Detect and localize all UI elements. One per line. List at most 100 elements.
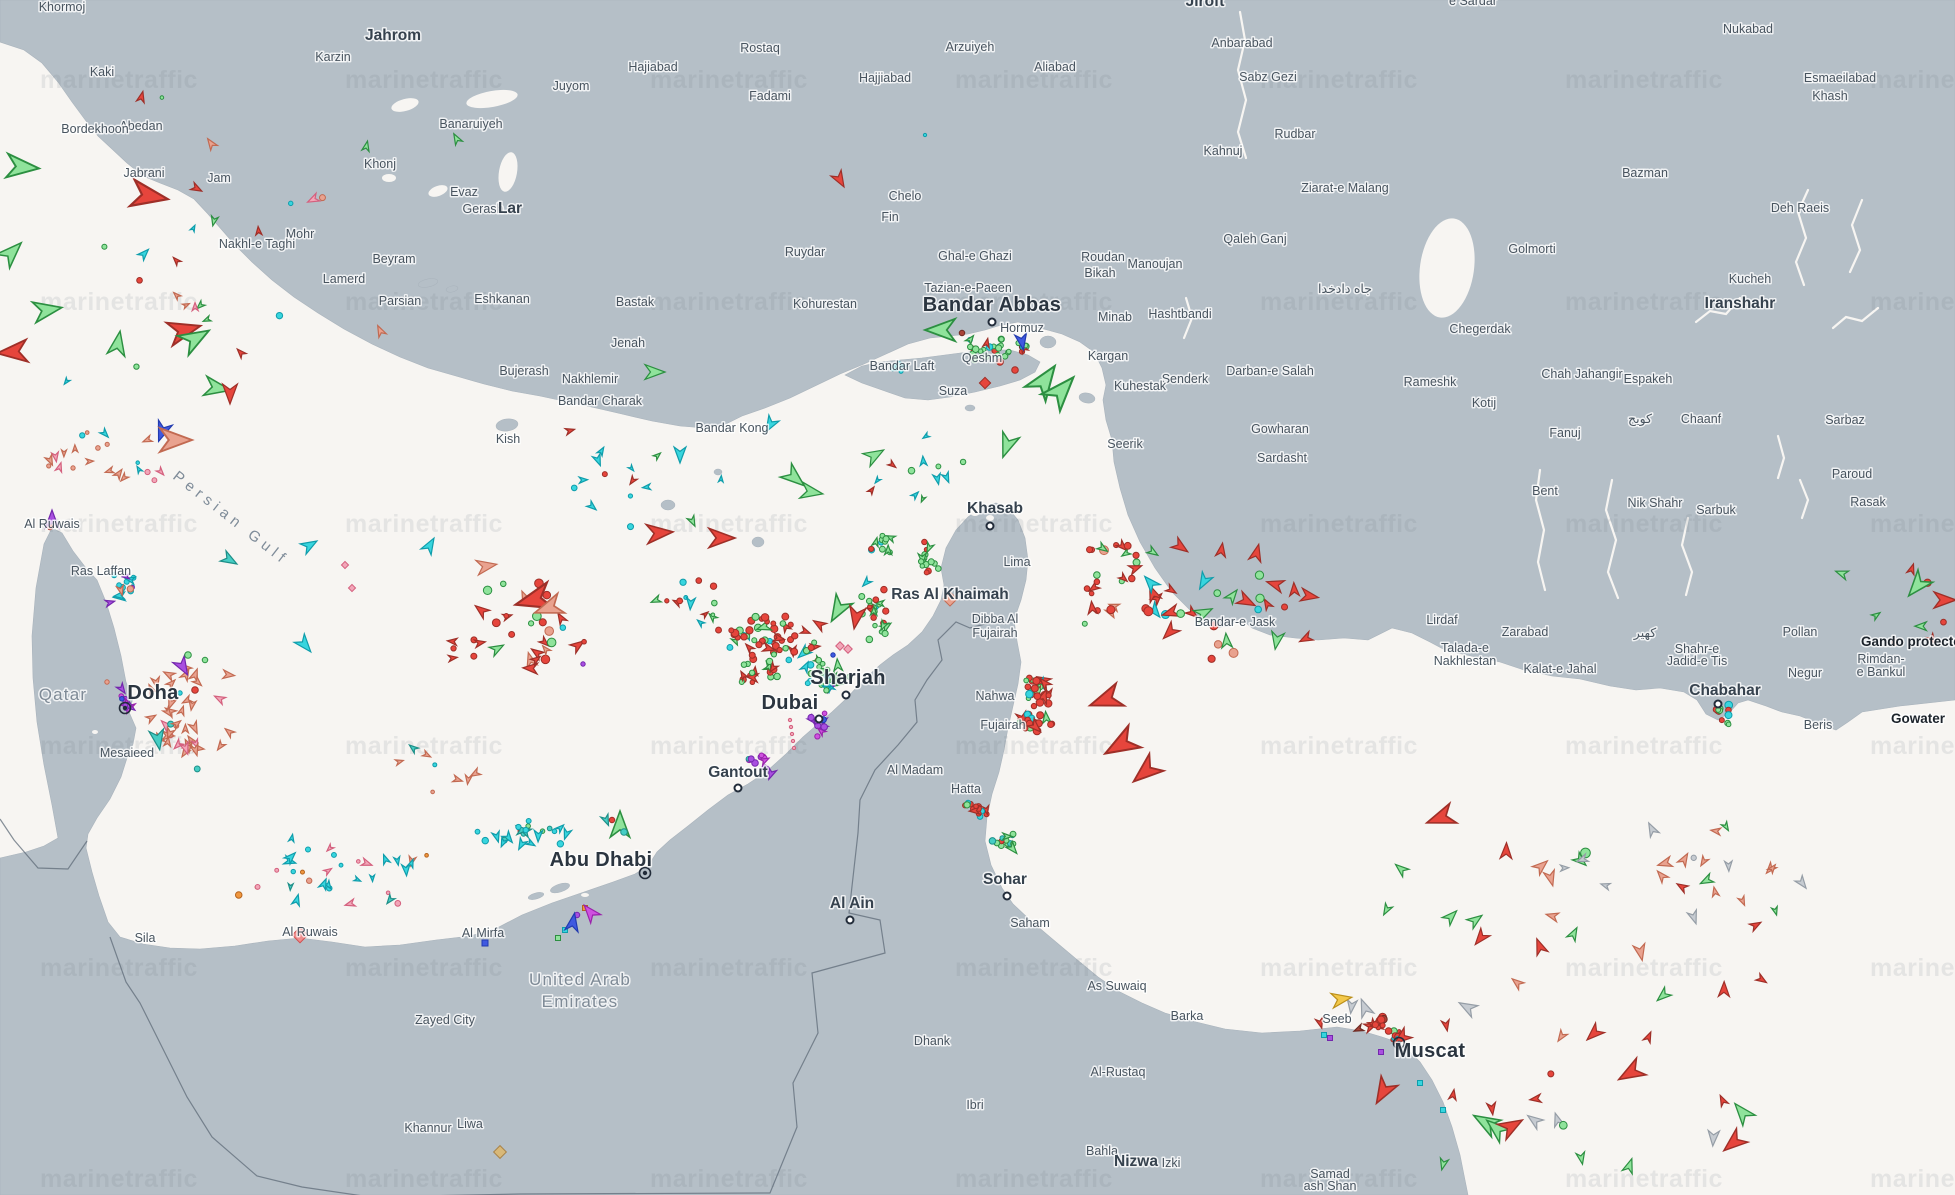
vessel-marker-pink-arrow[interactable] <box>306 191 322 206</box>
vessel-marker-gray-arrow[interactable] <box>1644 821 1662 840</box>
vessel-marker-green-circle[interactable] <box>748 669 756 676</box>
vessel-marker-red-circle[interactable] <box>503 613 510 619</box>
vessel-marker-salmon-arrow[interactable] <box>188 742 201 758</box>
vessel-marker-cyan-square[interactable] <box>1440 1107 1446 1113</box>
vessel-marker-pink-arrow[interactable] <box>343 897 358 909</box>
vessel-marker-cyan-arrow[interactable] <box>62 375 73 386</box>
vessel-marker-cyan-circle[interactable] <box>889 364 896 372</box>
vessel-marker-cyan-arrow[interactable] <box>298 536 320 557</box>
vessel-marker-green-arrow[interactable] <box>1438 1156 1451 1172</box>
vessel-marker-red-arrow[interactable] <box>472 638 488 650</box>
vessel-marker-green-arrow[interactable] <box>1120 546 1133 559</box>
vessel-marker-green-circle[interactable] <box>963 801 971 809</box>
vessel-marker-cyan-circle[interactable] <box>570 484 578 492</box>
vessel-marker-red-circle[interactable] <box>728 627 735 634</box>
vessel-marker-salmon-circle[interactable] <box>104 441 110 447</box>
vessel-marker-red-circle[interactable] <box>791 632 799 640</box>
vessel-marker-green-circle[interactable] <box>527 620 535 627</box>
vessel-marker-green-circle[interactable] <box>917 558 925 565</box>
vessel-marker-gray-circle[interactable] <box>1690 854 1697 861</box>
vessel-marker-red-arrow[interactable] <box>1099 722 1145 765</box>
vessel-marker-red-circle[interactable] <box>664 598 670 604</box>
vessel-marker-red-arrow[interactable] <box>235 347 249 361</box>
vessel-marker-red-arrow[interactable] <box>1160 602 1182 621</box>
vessel-marker-green-circle[interactable] <box>858 593 866 600</box>
vessel-marker-salmon-circle[interactable] <box>84 430 90 435</box>
vessel-marker-blue-circle[interactable] <box>119 695 125 702</box>
vessel-marker-red-circle[interactable] <box>1093 578 1101 586</box>
vessel-marker-red-arrow[interactable] <box>1439 1017 1451 1033</box>
vessel-marker-red-circle[interactable] <box>923 569 930 576</box>
vessel-marker-salmon-arrow[interactable] <box>157 426 195 454</box>
vessel-marker-green-circle[interactable] <box>770 651 778 658</box>
vessel-marker-cyan-circle[interactable] <box>726 644 734 651</box>
vessel-marker-cyan-arrow[interactable] <box>1140 572 1163 595</box>
vessel-marker-cyan-arrow[interactable] <box>188 223 197 234</box>
vessel-marker-cyan-circle[interactable] <box>522 826 529 834</box>
vessel-marker-salmon-circle[interactable] <box>46 463 52 469</box>
vessel-marker-salmon-arrow[interactable] <box>450 773 465 784</box>
vessel-marker-salmon-arrow[interactable] <box>215 738 228 752</box>
vessel-marker-red-arrow[interactable] <box>771 631 787 643</box>
vessel-marker-salmon-arrow[interactable] <box>141 433 155 444</box>
vessel-marker-green-arrow[interactable] <box>1220 631 1234 650</box>
vessel-marker-salmon-circle[interactable] <box>95 445 101 451</box>
vessel-marker-gray-arrow[interactable] <box>1599 881 1613 892</box>
vessel-marker-cyan-arrow[interactable] <box>672 445 688 465</box>
vessel-marker-cyan-circle[interactable] <box>275 311 284 320</box>
vessel-marker-salmon-arrow[interactable] <box>540 644 553 657</box>
vessel-marker-gray-arrow[interactable] <box>1707 1128 1721 1148</box>
vessel-marker-green-arrow[interactable] <box>1001 831 1014 842</box>
vessel-marker-purple-arrow[interactable] <box>114 680 128 695</box>
vessel-marker-red-circle[interactable] <box>996 358 1004 366</box>
vessel-marker-salmon-arrow[interactable] <box>204 136 220 153</box>
vessel-marker-red-arrow[interactable] <box>1423 801 1460 832</box>
vessel-marker-green-arrow[interactable] <box>1380 901 1395 917</box>
vessel-marker-red-arrow[interactable] <box>536 634 551 649</box>
vessel-marker-violet-circle[interactable] <box>821 710 828 717</box>
vessel-marker-red-circle[interactable] <box>1011 366 1019 374</box>
vessel-marker-red-arrow[interactable] <box>1747 919 1763 934</box>
vessel-marker-green-arrow[interactable] <box>0 236 28 271</box>
vessel-marker-red-arrow[interactable] <box>1126 561 1144 577</box>
vessel-marker-green-arrow[interactable] <box>643 363 667 381</box>
vessel-marker-green-arrow[interactable] <box>1901 567 1936 602</box>
vessel-marker-cyan-circle[interactable] <box>556 840 565 848</box>
vessel-marker-cyan-arrow[interactable] <box>368 873 376 884</box>
vessel-marker-green-circle[interactable] <box>935 565 942 572</box>
vessel-marker-green-circle[interactable] <box>819 660 826 667</box>
vessel-marker-red-arrow[interactable] <box>1086 680 1128 716</box>
vessel-marker-red-circle[interactable] <box>508 630 516 638</box>
vessel-marker-red-circle[interactable] <box>1379 1022 1386 1029</box>
vessel-marker-green-circle[interactable] <box>1558 1120 1568 1130</box>
vessel-marker-red-circle[interactable] <box>1209 621 1219 631</box>
vessel-marker-pink-circle[interactable] <box>789 731 795 737</box>
vessel-marker-red-circle[interactable] <box>601 471 608 478</box>
vessel-marker-green-arrow[interactable] <box>1719 819 1731 833</box>
vessel-marker-green-arrow[interactable] <box>1913 620 1929 632</box>
vessel-marker-red-circle[interactable] <box>581 638 587 645</box>
vessel-marker-red-arrow[interactable] <box>1494 1112 1527 1143</box>
vessel-marker-green-circle[interactable] <box>740 661 748 668</box>
vessel-marker-pink-arrow[interactable] <box>53 461 64 475</box>
vessel-marker-green-circle[interactable] <box>802 647 811 655</box>
vessel-marker-red-arrow[interactable] <box>445 637 459 647</box>
vessel-marker-red-arrow[interactable] <box>865 485 876 497</box>
vessel-marker-red-circle[interactable] <box>1086 546 1094 554</box>
vessel-marker-salmon-arrow[interactable] <box>468 766 483 779</box>
vessel-marker-teal-arrow[interactable] <box>384 892 398 906</box>
vessel-marker-gray-arrow[interactable] <box>1685 907 1700 926</box>
vessel-marker-green-circle[interactable] <box>779 620 787 627</box>
vessel-marker-green-circle[interactable] <box>882 535 890 543</box>
vessel-marker-red-circle[interactable] <box>1083 585 1091 592</box>
vessel-marker-red-circle[interactable] <box>1718 717 1725 724</box>
vessel-marker-orange-circle[interactable] <box>424 853 429 858</box>
vessel-marker-green-circle[interactable] <box>907 466 916 475</box>
vessel-marker-red-arrow[interactable] <box>981 336 991 350</box>
vessel-marker-red-arrow[interactable] <box>1531 937 1550 958</box>
vessel-marker-green-circle[interactable] <box>482 585 493 596</box>
vessel-marker-cyan-arrow[interactable] <box>553 823 566 835</box>
vessel-marker-green-arrow[interactable] <box>883 543 893 557</box>
vessel-marker-yellow-arrow[interactable] <box>1328 990 1354 1010</box>
vessel-marker-pink-diamond[interactable] <box>347 583 357 593</box>
